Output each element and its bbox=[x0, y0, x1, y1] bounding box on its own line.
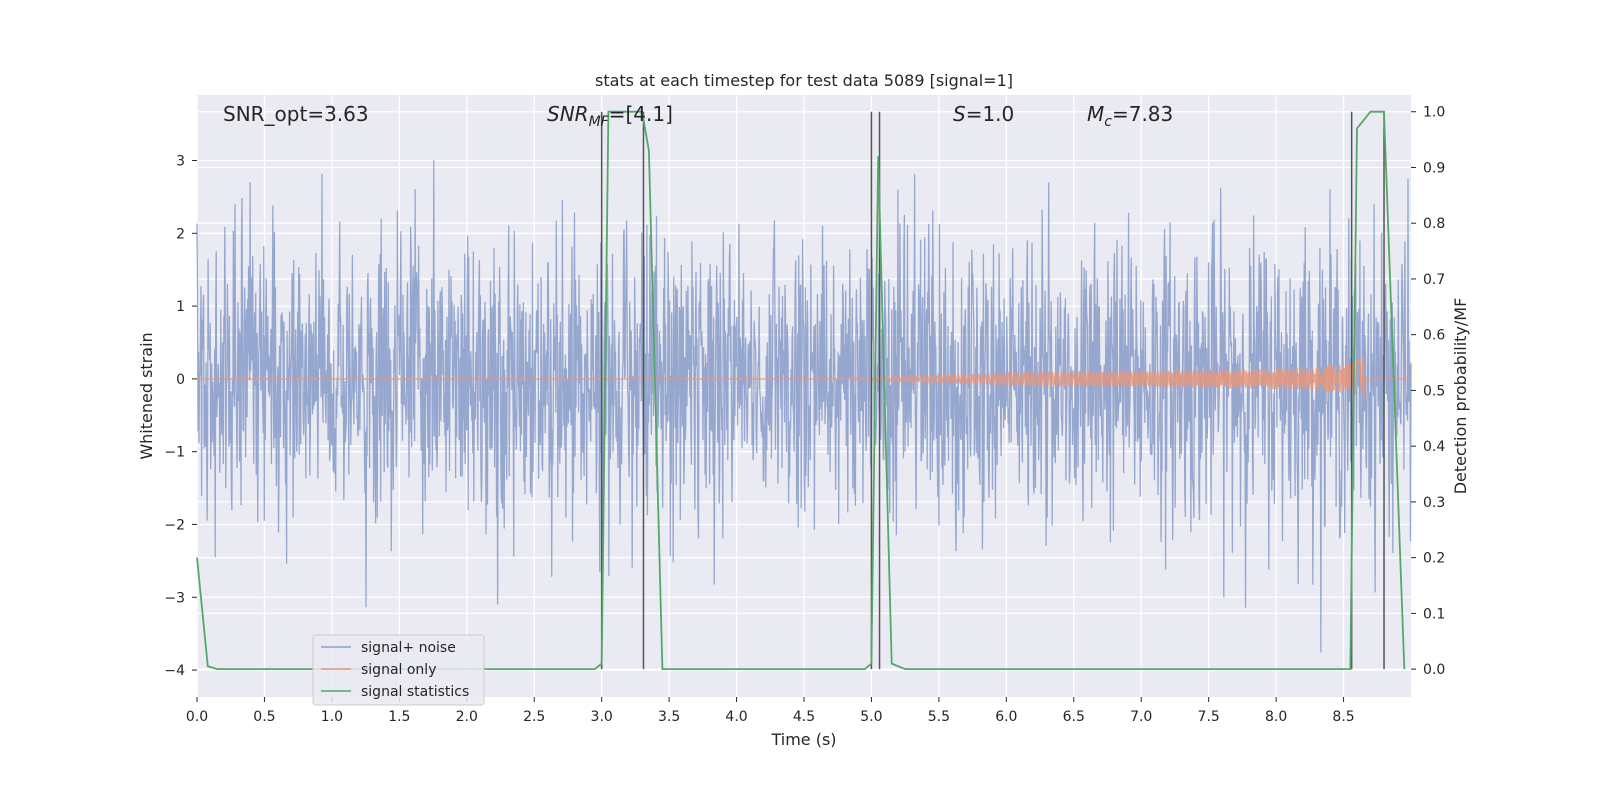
x-tick-label: 3.5 bbox=[658, 709, 680, 725]
y-left-tick-label: −1 bbox=[164, 445, 185, 461]
y-right-tick-label: 0.4 bbox=[1423, 439, 1445, 455]
x-tick-label: 7.5 bbox=[1198, 709, 1220, 725]
signal-statistics-series bbox=[196, 110, 1406, 670]
y-axis-right-ticks: 1.0 0.9 0.8 0.7 0.6 0.5 0.4 0.3 0.2 0.1 0.0 bbox=[1411, 105, 1445, 678]
y-left-tick-label: 2 bbox=[176, 226, 185, 242]
y-axis-right-label: Detection probability/MF bbox=[1451, 298, 1470, 495]
y-right-tick-label: 0.1 bbox=[1423, 606, 1445, 622]
y-axis-left-label: Whitened strain bbox=[137, 332, 156, 459]
annotation-s: S=1.0 bbox=[953, 102, 1014, 126]
y-right-tick-label: 0.3 bbox=[1423, 495, 1445, 511]
y-right-tick-label: 0.0 bbox=[1423, 662, 1445, 678]
x-tick-label: 1.0 bbox=[321, 709, 343, 725]
x-tick-label: 0.0 bbox=[186, 709, 208, 725]
x-tick-label: 7.0 bbox=[1130, 709, 1152, 725]
x-tick-label: 8.0 bbox=[1265, 709, 1287, 725]
x-axis-label: Time (s) bbox=[770, 730, 836, 749]
annotation-mc: Mc=7.83 bbox=[1087, 102, 1173, 130]
legend-label-signal-only: signal only bbox=[361, 662, 436, 678]
x-tick-label: 4.5 bbox=[793, 709, 815, 725]
y-right-tick-label: 0.5 bbox=[1423, 383, 1445, 399]
y-right-tick-label: 0.6 bbox=[1423, 328, 1445, 344]
y-left-tick-label: 1 bbox=[176, 299, 185, 315]
y-axis-left-ticks: 3 2 1 0 −1 −2 −3 −4 bbox=[164, 154, 197, 679]
legend-label-statistics: signal statistics bbox=[361, 684, 469, 700]
x-tick-label: 1.5 bbox=[388, 709, 410, 725]
x-tick-label: 6.0 bbox=[995, 709, 1017, 725]
signal-only-series bbox=[197, 354, 1411, 402]
signal-noise-series bbox=[196, 160, 1412, 653]
x-tick-label: 0.5 bbox=[253, 709, 275, 725]
x-tick-label: 3.0 bbox=[591, 709, 613, 725]
y-right-tick-label: 0.8 bbox=[1423, 216, 1445, 232]
chart-title: stats at each timestep for test data 508… bbox=[595, 71, 1013, 90]
legend-box bbox=[312, 634, 485, 706]
y-left-tick-label: −3 bbox=[164, 590, 185, 606]
legend: signal+ noise signal only signal statist… bbox=[312, 634, 485, 706]
y-left-tick-label: −4 bbox=[164, 663, 185, 679]
y-right-tick-label: 1.0 bbox=[1423, 105, 1445, 121]
x-tick-label: 8.5 bbox=[1332, 709, 1354, 725]
x-tick-label: 2.0 bbox=[456, 709, 478, 725]
signal-statistics-line bbox=[196, 110, 1406, 670]
x-tick-label: 5.5 bbox=[928, 709, 950, 725]
x-tick-label: 5.0 bbox=[860, 709, 882, 725]
x-tick-label: 2.5 bbox=[523, 709, 545, 725]
x-tick-label: 4.0 bbox=[725, 709, 747, 725]
annotation-snr-opt: SNR_opt=3.63 bbox=[223, 102, 369, 126]
y-right-tick-label: 0.7 bbox=[1423, 272, 1445, 288]
x-axis-ticks: 0.0 0.5 1.0 1.5 2.0 2.5 3.0 3.5 4.0 4.5 5.0 5.5 6.0 6… bbox=[186, 697, 1355, 725]
annotation-snr-mf: SNRMF=[4.1] bbox=[547, 102, 673, 130]
y-left-tick-label: −2 bbox=[164, 517, 185, 533]
y-right-tick-label: 0.9 bbox=[1423, 160, 1445, 176]
y-right-tick-label: 0.2 bbox=[1423, 551, 1445, 567]
y-left-tick-label: 3 bbox=[176, 154, 185, 170]
legend-label-noise: signal+ noise bbox=[361, 640, 456, 656]
y-left-tick-label: 0 bbox=[176, 372, 185, 388]
x-tick-label: 6.5 bbox=[1063, 709, 1085, 725]
signal-only-line bbox=[197, 354, 1411, 402]
signal-noise-line bbox=[196, 160, 1412, 653]
